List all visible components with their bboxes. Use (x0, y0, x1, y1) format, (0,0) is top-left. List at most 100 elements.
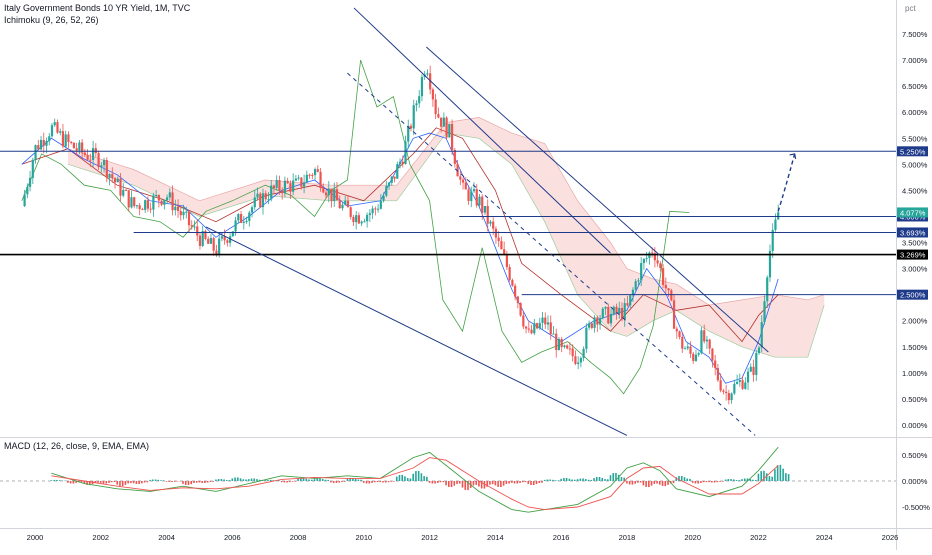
candle-body (612, 306, 615, 314)
macd-histogram-bar (245, 479, 247, 481)
candle-body (667, 288, 670, 291)
candle-body (146, 200, 150, 209)
candle-body (492, 221, 495, 229)
candle-body (313, 169, 317, 176)
macd-histogram-bar (127, 481, 129, 484)
macd-histogram-bar (434, 481, 436, 484)
candle-body (50, 125, 54, 137)
candle-body (503, 249, 506, 255)
candle-body (344, 200, 347, 205)
candle-body (259, 193, 262, 208)
candle-body (426, 73, 429, 75)
macd-histogram-bar (149, 479, 151, 481)
macd-histogram-bar (354, 478, 357, 481)
macd-histogram-bar (371, 481, 373, 483)
macd-histogram-bar (253, 478, 256, 481)
macd-histogram-bar (678, 476, 680, 481)
macd-histogram-bar (58, 480, 61, 481)
macd-histogram-bar (439, 481, 442, 483)
candle-body (294, 178, 297, 181)
candle-body (371, 208, 374, 214)
candle-body (631, 289, 635, 296)
macd-histogram-bar (300, 478, 302, 481)
macd-histogram-bar (223, 479, 225, 481)
macd-histogram-bar (749, 479, 752, 481)
macd-histogram-bar (108, 481, 110, 483)
y-tick-label: 2.000% (902, 317, 928, 326)
candle-body (86, 154, 89, 160)
candle-body (489, 221, 492, 224)
candle-body (102, 160, 106, 166)
candle-body (168, 192, 171, 198)
macd-histogram-bar (785, 473, 787, 481)
trend-line (425, 46, 769, 353)
macd-signal-line (51, 457, 779, 511)
candle-body (374, 208, 377, 210)
macd-histogram-bar (297, 478, 299, 481)
candle-body (398, 161, 402, 165)
macd-histogram-bar (617, 474, 620, 481)
macd-histogram-bar (242, 479, 245, 481)
candle-body (64, 134, 67, 147)
candle-body (749, 366, 752, 372)
macd-histogram-bar (89, 481, 91, 486)
candle-body (615, 306, 618, 314)
candle-body (727, 393, 730, 401)
candle-body (56, 122, 59, 133)
candle-body (552, 333, 555, 335)
candle-body (544, 317, 547, 325)
macd-histogram-bar (719, 481, 721, 482)
macd-histogram-bar (206, 481, 209, 483)
macd-histogram-bar (316, 478, 319, 481)
candle-body (196, 226, 199, 236)
candle-body (634, 281, 637, 290)
candle-body (281, 190, 284, 194)
macd-histogram-bar (467, 481, 469, 491)
ichimoku-lagging-span (21, 59, 690, 395)
macd-histogram-bar (198, 481, 201, 483)
macd-histogram-bar (513, 481, 516, 484)
macd-histogram-bar (787, 474, 790, 481)
candle-body (629, 295, 632, 306)
candle-body (541, 317, 544, 323)
macd-histogram-bar (527, 481, 530, 484)
candle-body (579, 357, 582, 363)
candle-body (566, 345, 569, 349)
candle-body (763, 301, 766, 323)
candle-body (160, 200, 163, 205)
macd-histogram-bar (116, 481, 119, 485)
macd-histogram-bar (187, 481, 190, 486)
candle-body (376, 208, 380, 210)
candle-body (500, 241, 503, 250)
x-tick-label: 2014 (487, 533, 504, 542)
candle-body (355, 215, 358, 223)
candle-body (771, 229, 774, 251)
candle-body (37, 145, 40, 150)
macd-histogram-bar (623, 477, 625, 481)
macd-histogram-bar (530, 481, 532, 485)
macd-histogram-bar (341, 481, 343, 482)
macd-histogram-bar (363, 481, 365, 483)
candle-body (418, 96, 421, 104)
main-legend: Italy Government Bonds 10 YR Yield, 1M, … (4, 3, 191, 13)
y-tick-label: 5.500% (902, 134, 928, 143)
macd-histogram-bar (475, 481, 478, 485)
macd-histogram-bar (716, 481, 719, 483)
candle-body (557, 339, 561, 351)
candle-body (711, 348, 714, 361)
macd-histogram-bar (538, 481, 541, 483)
macd-histogram-bar (672, 481, 675, 484)
macd-histogram-bar (453, 481, 456, 486)
candle-body (703, 330, 706, 342)
y-tick-label: 0.500% (902, 395, 928, 404)
macd-histogram-bar (612, 473, 615, 481)
macd-histogram-bar (546, 479, 549, 481)
macd-histogram-bar (686, 478, 689, 481)
candle-body (620, 307, 624, 320)
x-tick-label: 2006 (224, 533, 241, 542)
ichimoku-base-line (21, 127, 779, 343)
candle-body (590, 323, 593, 328)
candle-body (689, 346, 692, 354)
macd-histogram-bar (220, 478, 223, 481)
